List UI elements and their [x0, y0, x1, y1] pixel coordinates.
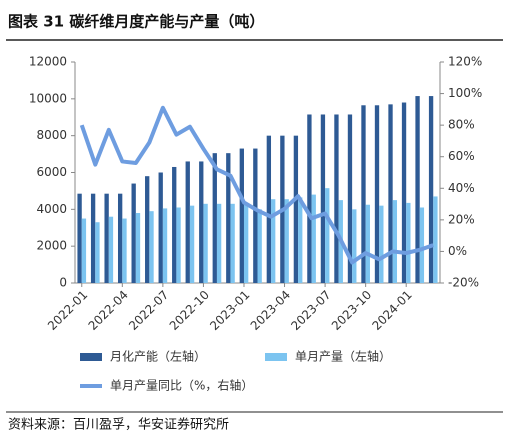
bar	[284, 199, 289, 283]
bar	[361, 105, 366, 283]
y2-tick-label: 20%	[448, 212, 475, 226]
bar	[226, 153, 231, 283]
legend-label: 单月产量（左轴）	[295, 349, 391, 364]
y2-tick-label: 0%	[448, 244, 467, 258]
bar	[293, 135, 299, 283]
y-tick-label: 8000	[36, 128, 67, 142]
y2-tick-label: 80%	[448, 118, 475, 132]
bar	[419, 207, 425, 283]
bar	[149, 211, 154, 283]
bar	[104, 193, 109, 283]
y-tick-label: 4000	[36, 202, 67, 216]
bar	[307, 114, 312, 283]
line	[79, 105, 434, 265]
bar	[271, 199, 276, 283]
bar	[212, 153, 217, 283]
bar	[392, 200, 398, 283]
x-tick-label: 2022-10	[167, 288, 212, 333]
bar	[433, 196, 438, 283]
bar	[347, 114, 353, 283]
bar	[257, 209, 262, 283]
bar	[90, 193, 96, 283]
bar	[243, 203, 249, 283]
bar	[95, 222, 100, 283]
bar	[253, 148, 258, 283]
bar	[415, 96, 420, 283]
x-tick-label: 2022-01	[45, 288, 90, 333]
bar	[122, 218, 127, 283]
y-tick-label: 0	[59, 276, 67, 290]
bar	[401, 102, 407, 284]
x-tick-label: 2022-07	[126, 288, 171, 333]
bar	[320, 114, 326, 283]
bar	[131, 183, 136, 283]
bar	[158, 172, 163, 283]
bar	[406, 202, 411, 283]
bar	[162, 208, 168, 283]
x-tick-label: 2023-04	[248, 288, 293, 333]
x-tick-label: 2023-10	[329, 288, 374, 333]
bar	[203, 203, 208, 283]
y-tick-label: 6000	[36, 165, 67, 179]
bar	[311, 194, 316, 283]
bar	[266, 135, 272, 283]
bar	[216, 203, 222, 283]
chart-title: 图表 31 碳纤维月度产能与产量（吨）	[8, 13, 264, 31]
legend-label: 月化产能（左轴）	[110, 349, 206, 364]
bar	[374, 105, 380, 283]
y2-tick-label: 120%	[448, 55, 482, 69]
x-tick-label: 2023-07	[288, 288, 333, 333]
x-tick-label: 2022-04	[86, 288, 131, 333]
bar	[379, 205, 384, 283]
bar	[365, 204, 370, 283]
y2-tick-label: 40%	[448, 181, 475, 195]
x-tick-label: 2023-01	[207, 288, 252, 333]
bar	[388, 104, 393, 283]
x-tick-label: 2024-01	[369, 288, 414, 333]
bar	[334, 114, 339, 283]
y-tick-label: 2000	[36, 239, 67, 253]
bar	[239, 148, 244, 283]
y-tick-label: 12000	[29, 55, 67, 69]
y2-tick-label: -20%	[448, 276, 479, 290]
bar	[117, 193, 123, 283]
bar	[325, 188, 330, 283]
bar	[176, 207, 181, 283]
bar	[189, 205, 195, 283]
bar	[135, 213, 141, 283]
legend-label: 单月产量同比（%，右轴）	[110, 378, 253, 393]
y2-tick-label: 60%	[448, 149, 475, 163]
bar	[352, 209, 357, 283]
bar	[108, 216, 114, 283]
bar	[77, 193, 82, 283]
bar	[172, 166, 177, 283]
legend-swatch	[80, 353, 102, 361]
bar	[298, 197, 303, 283]
bar	[230, 203, 235, 283]
y-tick-label: 10000	[29, 91, 67, 105]
y2-tick-label: 100%	[448, 86, 482, 100]
bar	[428, 96, 434, 283]
bar	[185, 161, 190, 283]
source: 资料来源：百川盈孚，华安证券研究所	[8, 417, 229, 433]
bar	[199, 161, 204, 283]
bar	[81, 218, 87, 283]
bar	[145, 176, 150, 283]
legend-swatch	[265, 353, 287, 361]
